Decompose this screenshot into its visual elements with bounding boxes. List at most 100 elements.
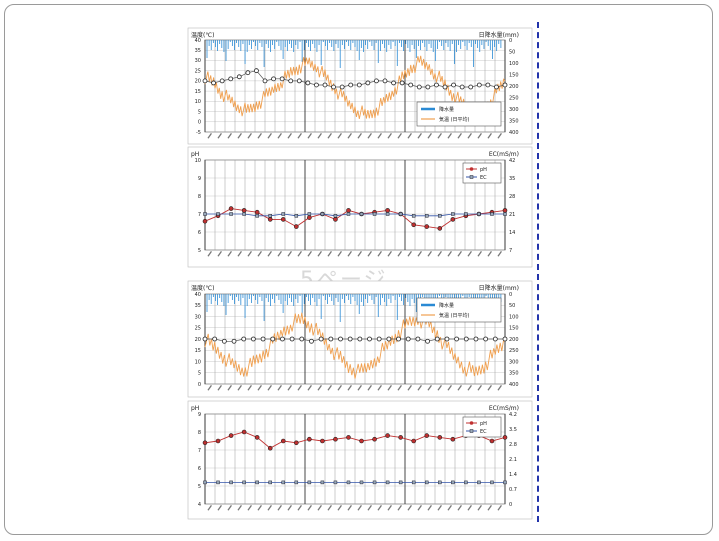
water-temp-point [386,336,392,342]
y-tick-label: 40 [195,292,201,298]
x-tick-mark [487,250,492,257]
ph-point [385,208,390,213]
water-temp-point [459,84,465,90]
ec-point [229,212,233,216]
ec-point [451,480,455,485]
y-tick-label: 6 [198,230,201,236]
series-ec [205,213,505,217]
water-temp-point [318,336,324,342]
ec-point [333,214,338,218]
ec-point [464,480,468,485]
water-temp-point [382,78,388,84]
water-temp-point [399,80,405,86]
ec-point [255,214,259,218]
x-tick-mark [457,384,462,391]
water-temp-point [451,82,456,88]
ph-point [202,218,208,224]
water-temp-point [296,78,302,84]
x-tick-mark [237,384,242,391]
water-temp-point [357,336,363,342]
water-temp-point [374,78,379,84]
water-temp-point [365,80,371,86]
water-temp-point [415,336,421,342]
water-temp-point [202,336,208,342]
x-tick-mark [217,384,222,391]
x-tick-mark [207,132,212,139]
x-tick-mark [407,132,412,139]
legend-air-label: 気温 (日平均) [439,312,470,319]
ec-point [268,480,272,485]
x-tick-mark [417,384,422,391]
y2-tick-label: 3.5 [509,427,517,433]
chart-title: 温度(℃) [191,284,214,292]
ec-point [438,214,442,218]
ec-point [503,480,507,485]
ph-point [502,435,508,440]
y2-tick-label: 50 [509,303,515,309]
y-tick-label: 40 [195,38,201,44]
y2-tick-label: 14 [509,230,515,236]
ph-point [280,217,286,222]
ph-point [489,438,495,444]
y2-tick-label: 300 [509,359,519,365]
x-tick-mark [407,250,412,257]
x-tick-mark [387,132,392,139]
chart-right-title: 日降水量(mm) [479,31,519,39]
x-tick-mark [347,384,352,391]
x-tick-mark [307,132,312,139]
x-tick-mark [407,384,412,391]
y-tick-label: 30 [195,58,201,64]
y-tick-label: 9 [198,176,201,182]
water-temp-point [219,78,225,84]
water-temp-point [347,336,353,342]
ph-point [450,217,456,222]
ec-point [281,480,286,485]
y-tick-label: 7 [198,448,201,454]
y2-tick-label: 28 [509,194,515,200]
y-tick-label: 35 [195,48,201,54]
water-temp-point [476,82,482,88]
chart-title: pH [191,405,199,412]
ec-point [320,480,325,485]
ph-point [202,440,208,446]
water-temp-point [314,82,319,88]
ph-point [450,436,456,442]
y2-tick-label: 21 [509,212,515,218]
water-temp-point [396,336,401,342]
y2-tick-label: 100 [509,61,519,67]
y-tick-label: 5 [198,248,201,254]
y-tick-label: 10 [195,359,201,365]
water-temp-point [254,68,259,74]
ec-point [229,480,233,485]
x-tick-mark [257,132,262,139]
ec-point [477,212,481,216]
legend-ec-label: EC [480,429,487,435]
x-tick-mark [377,250,382,257]
x-tick-mark [317,250,322,257]
x-tick-mark [247,504,252,511]
chart-title: 温度(℃) [191,31,214,39]
ph-point [424,224,430,229]
x-tick-mark [387,250,392,257]
chart-temp1: 4035302520151050-50501001502002503003504… [187,27,533,145]
y-tick-label: 0 [198,382,201,388]
ph-point [254,435,260,440]
water-temp-point [228,76,234,82]
x-tick-mark [467,384,472,391]
y-tick-label: 4 [198,502,201,508]
ec-point [359,480,364,485]
x-tick-mark [307,504,312,511]
water-temp-point [348,82,354,88]
ec-point [281,212,286,216]
x-tick-mark [497,384,502,391]
y2-tick-label: 0 [509,292,512,298]
x-tick-mark [387,384,392,391]
ec-point [438,480,442,485]
ec-point [242,212,246,216]
x-tick-mark [227,384,232,391]
y-tick-label: 5 [198,109,201,115]
ec-point [424,214,429,218]
chart-right-title: EC(mS/m) [489,151,519,158]
y2-tick-label: 42 [509,158,515,164]
